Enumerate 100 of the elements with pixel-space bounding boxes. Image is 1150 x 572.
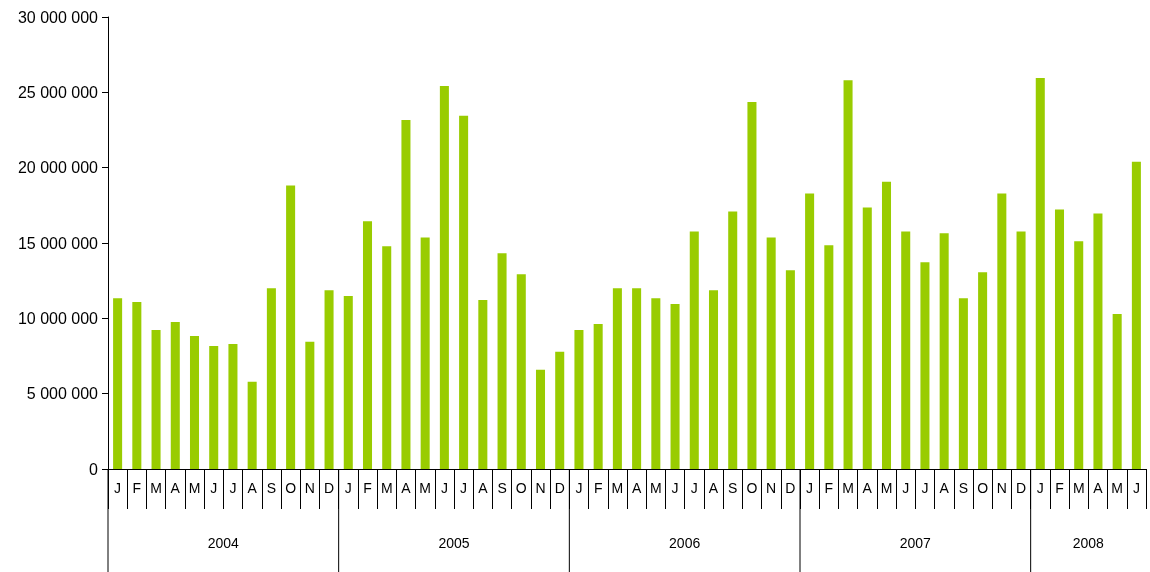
bar [228, 343, 238, 469]
bar [516, 274, 526, 469]
y-tick-label: 0 [89, 460, 99, 478]
bar [920, 262, 930, 469]
bar [324, 290, 334, 469]
x-tick-label: O [515, 480, 527, 496]
bar [286, 185, 296, 469]
x-tick-label: N [535, 480, 546, 496]
y-tick-label: 5 000 000 [26, 385, 99, 403]
bar [1054, 209, 1065, 469]
text: 2004 [207, 535, 240, 551]
text: 2006 [669, 535, 701, 551]
x-tick-label: J [440, 480, 448, 496]
x-tick-label: M [842, 480, 854, 496]
x-tick-label: S [728, 480, 738, 496]
x-tick-label: J [902, 480, 910, 496]
bar [1016, 231, 1026, 469]
bar [708, 290, 719, 469]
bar [824, 245, 834, 469]
x-tick-label: A [708, 480, 719, 496]
bar [632, 288, 642, 469]
bar [151, 329, 161, 469]
x-tick-label: A [478, 480, 489, 496]
bar [997, 193, 1007, 469]
bar [689, 231, 699, 469]
x-tick-label: J [1036, 480, 1044, 496]
bar [497, 253, 507, 469]
x-tick-label: J [229, 480, 237, 496]
x-tick-label: N [766, 480, 777, 496]
bar [843, 80, 853, 469]
x-tick-label: J [210, 480, 218, 496]
x-tick-label: M [1111, 480, 1123, 496]
bar [805, 193, 815, 469]
bar [420, 237, 430, 469]
text: 2005 [438, 535, 470, 551]
x-tick-label: A [939, 480, 950, 496]
x-tick-label: F [363, 480, 372, 496]
x-tick-label: M [188, 480, 201, 496]
bar [1131, 161, 1141, 469]
bar [1112, 313, 1122, 469]
bar [901, 231, 911, 469]
y-tick-label: 20 000 000 [17, 159, 99, 177]
x-tick-label: M [419, 480, 431, 496]
x-tick-label: F [593, 480, 603, 496]
x-tick-label: J [690, 480, 698, 496]
bar [132, 302, 142, 469]
bar [1074, 241, 1084, 469]
bar [305, 341, 315, 469]
bar [209, 345, 219, 469]
bar [1035, 78, 1045, 469]
y-tick-label: 15 000 000 [17, 234, 99, 252]
bar [247, 381, 257, 469]
bar [785, 270, 795, 469]
bar [728, 211, 738, 469]
bar [612, 288, 622, 469]
bar [747, 101, 757, 469]
x-tick-label: S [497, 480, 507, 496]
x-tick-label: A [401, 480, 412, 496]
x-tick-label: F [132, 480, 142, 496]
x-tick-label: F [1055, 480, 1064, 496]
x-tick-label: F [824, 480, 834, 496]
bar [939, 233, 949, 469]
bar [555, 351, 565, 469]
x-tick-label: N [304, 480, 315, 496]
x-tick-label: J [344, 480, 352, 496]
y-tick-label: 25 000 000 [17, 83, 99, 101]
bar [189, 335, 200, 469]
x-tick-label: S [266, 480, 277, 496]
x-tick-label: M [380, 480, 393, 496]
x-tick-label: A [170, 480, 181, 496]
bar [862, 207, 872, 469]
x-tick-label: M [150, 480, 162, 496]
bar [266, 288, 276, 469]
bar [401, 119, 411, 469]
bar [593, 323, 603, 469]
bar [670, 304, 680, 469]
bar [766, 237, 776, 469]
bar [170, 321, 180, 469]
x-tick-label: A [862, 480, 873, 496]
x-tick-label: J [806, 480, 814, 496]
x-tick-label: A [1093, 480, 1104, 496]
x-tick-label: A [631, 480, 642, 496]
bar [651, 298, 661, 469]
x-tick-label: M [880, 480, 893, 496]
x-tick-label: J [460, 480, 468, 496]
bar [382, 246, 392, 469]
bar [535, 369, 546, 469]
bar [574, 329, 584, 469]
x-tick-label: M [1072, 480, 1085, 496]
text: 2008 [1072, 535, 1105, 551]
x-tick-label: D [554, 480, 565, 496]
bar [113, 298, 123, 469]
x-tick-label: J [671, 480, 679, 496]
x-tick-label: S [958, 480, 969, 496]
x-tick-label: O [977, 480, 989, 496]
bar [439, 86, 449, 469]
bar [343, 296, 353, 469]
bar [459, 115, 469, 469]
x-tick-label: D [1015, 480, 1027, 496]
x-tick-label: J [575, 480, 583, 496]
